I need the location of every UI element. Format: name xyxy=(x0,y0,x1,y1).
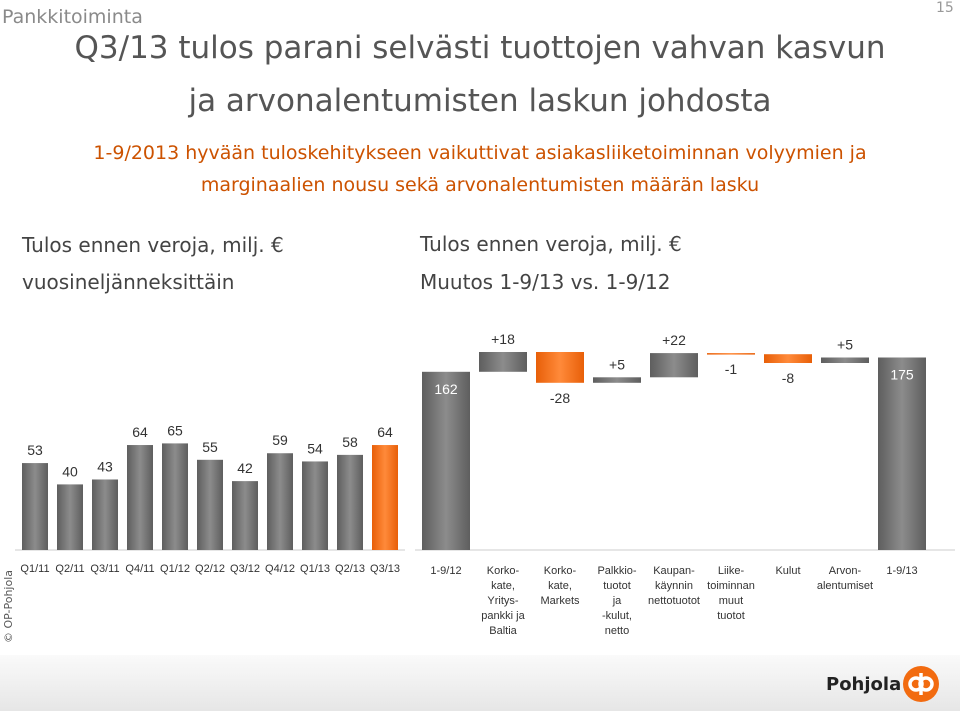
quarter-category-label: Q3/13 xyxy=(370,563,400,575)
pohjola-logo-icon xyxy=(903,666,939,702)
quarter-value-label: 43 xyxy=(97,458,113,474)
quarter-category-label: Q2/12 xyxy=(195,563,225,575)
quarter-category-label: Q4/11 xyxy=(125,563,154,575)
quarter-bar xyxy=(92,479,118,550)
quarter-value-label: 59 xyxy=(272,432,288,448)
waterfall-category-label: toiminnan xyxy=(707,580,755,592)
quarter-bar xyxy=(197,459,223,550)
quarter-bar xyxy=(127,445,153,550)
quarterly-bar-chart: 53 Q1/11 40 Q2/11 43 Q3/11 64 Q4/11 65 Q1/12 55 Q2/… xyxy=(15,422,405,575)
waterfall-value-label: +5 xyxy=(609,356,625,372)
waterfall-category-label: muut xyxy=(719,595,743,607)
quarter-value-label: 53 xyxy=(27,442,43,458)
quarter-category-label: Q1/13 xyxy=(300,563,330,575)
total-bar xyxy=(878,357,926,550)
waterfall-chart: 162 1-9/12 +18 Korko-kate, Yritys-pankki ja B… xyxy=(415,331,955,637)
increase-bar xyxy=(479,352,527,372)
waterfall-value-label: +18 xyxy=(491,331,515,347)
quarter-value-label: 42 xyxy=(237,460,253,476)
decrease-bar xyxy=(764,354,812,363)
waterfall-category-label: Baltia xyxy=(489,625,517,637)
waterfall-value-label: 162 xyxy=(434,381,458,397)
quarter-category-label: Q2/11 xyxy=(55,563,84,575)
waterfall-category-label: Kulut xyxy=(775,565,800,577)
waterfall-category-label: pankki ja xyxy=(481,610,525,622)
quarter-value-label: 64 xyxy=(132,424,148,440)
waterfall-category-label: tuotot xyxy=(603,580,631,592)
increase-bar xyxy=(821,357,869,363)
quarter-bar xyxy=(302,461,328,550)
waterfall-category-label: 1-9/13 xyxy=(886,565,917,577)
quarter-bar xyxy=(57,484,83,550)
left-chart-header-line2: vuosineljänneksittäin xyxy=(22,270,235,294)
waterfall-category-label: netto xyxy=(605,625,629,637)
waterfall-category-label: Liike- xyxy=(718,565,745,577)
quarter-category-label: Q3/11 xyxy=(90,563,119,575)
quarter-value-label: 54 xyxy=(307,440,323,456)
waterfall-category-label: nettotuotot xyxy=(648,595,700,607)
quarter-value-label: 64 xyxy=(377,424,393,440)
right-chart-header-line1: Tulos ennen veroja, milj. € xyxy=(420,232,682,256)
waterfall-value-label: -8 xyxy=(782,370,795,386)
logo-text: Pohjola xyxy=(826,674,902,695)
waterfall-value-label: -1 xyxy=(725,361,738,377)
quarter-value-label: 40 xyxy=(62,463,78,479)
quarter-bar xyxy=(232,481,258,550)
quarter-category-label: Q3/12 xyxy=(230,563,260,575)
left-chart-header-line1: Tulos ennen veroja, milj. € xyxy=(22,233,284,257)
quarter-category-label: Q4/12 xyxy=(265,563,295,575)
increase-bar xyxy=(593,377,641,383)
copyright-text: © OP-Pohjola xyxy=(2,569,16,644)
total-bar xyxy=(422,371,470,550)
waterfall-category-label: Korko- xyxy=(487,565,520,577)
decrease-bar xyxy=(536,352,584,383)
increase-bar xyxy=(650,353,698,378)
waterfall-category-label: Yritys- xyxy=(487,595,519,607)
page-number: 15 xyxy=(936,0,954,16)
waterfall-category-label: tuotot xyxy=(717,610,745,622)
slide-title-line2: ja arvonalentumisten laskun johdosta xyxy=(188,83,772,119)
waterfall-value-label: -28 xyxy=(550,390,570,406)
quarter-value-label: 55 xyxy=(202,439,218,455)
quarter-bar xyxy=(267,453,293,550)
waterfall-value-label: +22 xyxy=(662,332,686,348)
waterfall-category-label: kate, xyxy=(491,580,515,592)
waterfall-category-label: Arvon- xyxy=(829,565,862,577)
footer-bar xyxy=(0,655,960,711)
quarter-bar xyxy=(337,454,363,550)
quarter-category-label: Q1/11 xyxy=(20,563,49,575)
waterfall-value-label: 175 xyxy=(890,367,914,383)
waterfall-category-label: Korko- xyxy=(544,565,577,577)
section-title: Pankkitoiminta xyxy=(2,6,143,28)
quarter-category-label: Q1/12 xyxy=(160,563,190,575)
waterfall-category-label: -kulut, xyxy=(602,610,632,622)
quarter-value-label: 58 xyxy=(342,434,358,450)
waterfall-value-label: +5 xyxy=(837,337,853,353)
waterfall-category-label: Palkkio- xyxy=(597,565,636,577)
decrease-bar xyxy=(707,353,755,355)
waterfall-category-label: Kaupan- xyxy=(653,565,695,577)
quarter-value-label: 65 xyxy=(167,422,183,438)
quarter-bar xyxy=(162,443,188,550)
quarter-category-label: Q2/13 xyxy=(335,563,365,575)
slide-subtitle-line2: marginaalien nousu sekä arvonalentumiste… xyxy=(200,174,760,196)
waterfall-category-label: Markets xyxy=(540,595,580,607)
waterfall-category-label: käynnin xyxy=(655,580,693,592)
waterfall-category-label: 1-9/12 xyxy=(430,565,461,577)
waterfall-category-label: alentumiset xyxy=(817,580,873,592)
waterfall-category-label: kate, xyxy=(548,580,572,592)
waterfall-category-label: ja xyxy=(612,595,622,607)
quarter-bar xyxy=(22,463,48,550)
slide-subtitle-line1: 1-9/2013 hyvään tuloskehitykseen vaikutt… xyxy=(93,142,867,164)
quarter-bar xyxy=(372,445,398,550)
slide-title-line1: Q3/13 tulos parani selvästi tuottojen va… xyxy=(74,30,886,66)
right-chart-header-line2: Muutos 1-9/13 vs. 1-9/12 xyxy=(420,270,671,294)
